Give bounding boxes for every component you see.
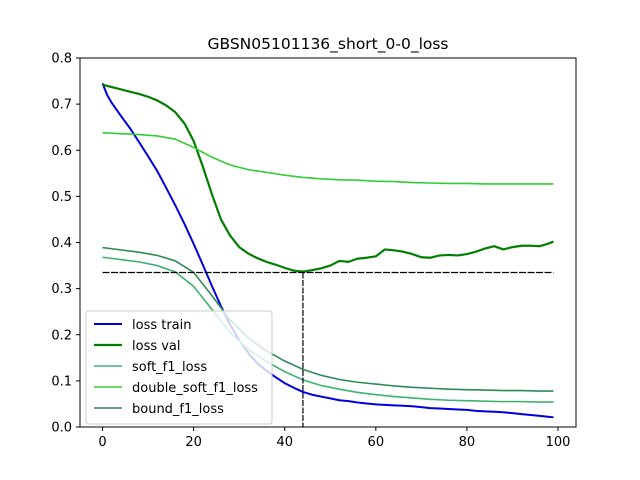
legend: loss train loss val soft_f1_loss double_sof… <box>85 310 273 425</box>
y-tick-label: 0.7 <box>51 98 72 113</box>
y-tick-label: 0.6 <box>51 144 72 159</box>
x-tick-label: 40 <box>276 435 293 450</box>
series-line-4 <box>102 131 554 185</box>
legend-label: loss val <box>132 339 181 354</box>
legend-label: soft_f1_loss <box>132 360 207 375</box>
legend-label: bound_f1_loss <box>132 402 224 417</box>
x-tick-label: 20 <box>185 435 202 450</box>
y-tick-label: 0.8 <box>51 52 72 67</box>
y-tick-label: 0.3 <box>51 282 72 297</box>
series-layer <box>101 83 554 419</box>
x-tick-label: 60 <box>368 435 385 450</box>
series-line-5 <box>102 246 554 392</box>
y-tick-label: 0.4 <box>51 236 72 251</box>
x-tick-label: 0 <box>98 435 106 450</box>
legend-box <box>85 310 273 425</box>
series-line-1 <box>101 83 554 419</box>
y-tick-label: 0.1 <box>51 374 72 389</box>
axis-ticks: 0 20 40 60 80 100 0.0 0.1 0.2 0.3 0.4 0.5 0.6 0.7 0.8 <box>51 52 570 451</box>
series-line-2 <box>102 83 554 273</box>
y-tick-label: 0.5 <box>51 190 72 205</box>
x-tick-label: 100 <box>546 435 571 450</box>
chart-title: GBSN05101136_short_0-0_loss <box>207 35 448 54</box>
series-line-3 <box>102 256 554 403</box>
y-tick-label: 0.0 <box>51 421 72 436</box>
legend-label: loss train <box>132 318 192 333</box>
legend-label: double_soft_f1_loss <box>132 381 258 396</box>
x-tick-label: 80 <box>459 435 476 450</box>
reference-lines <box>102 271 554 427</box>
y-tick-label: 0.2 <box>51 328 72 343</box>
